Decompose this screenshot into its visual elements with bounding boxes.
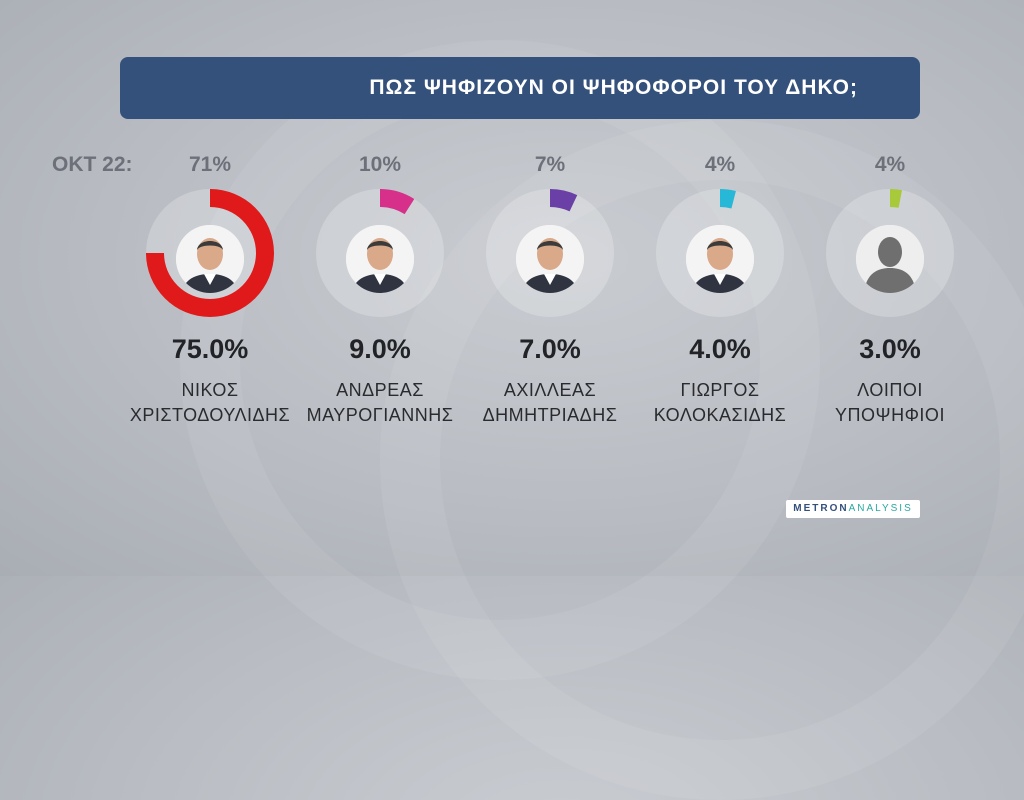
previous-percentage: 7% [534,153,566,176]
candidate-name: ΓΙΩΡΓΟΣ ΚΟΛΟΚΑΣΙΔΗΣ [630,378,810,428]
donut-segment [720,189,736,209]
page-title: ΠΩΣ ΨΗΦΙΖΟΥΝ ΟΙ ΨΗΦΟΦΟΡΟΙ ΤΟΥ ΔΗΚΟ; [369,76,858,99]
candidate-name-line1: ΑΝΔΡΕΑΣ [336,380,424,400]
result-percentage: 75.0% [171,334,249,364]
candidate-name: ΑΧΙΛΛΕΑΣ ΔΗΜΗΤΡΙΑΔΗΣ [460,378,640,428]
candidate-name-line1: ΛΟΙΠΟΙ [857,380,923,400]
candidate-name-line2: ΚΟΛΟΚΑΣΙΔΗΣ [653,405,787,425]
result-percentage: 3.0% [859,334,921,364]
person-photo [516,225,584,293]
person-photo [346,225,414,293]
candidate-name-line2: ΜΑΥΡΟΓΙΑΝΝΗΣ [306,405,454,425]
candidate-name-line1: ΝΙΚΟΣ [181,380,239,400]
candidate-name-line1: ΓΙΩΡΓΟΣ [680,380,760,400]
person-photo [176,225,244,293]
previous-percentage: 4% [874,153,906,176]
previous-percentage: 10% [358,153,402,176]
donut-segment [550,189,578,212]
title-bar: ΠΩΣ ΨΗΦΙΖΟΥΝ ΟΙ ΨΗΦΟΦΟΡΟΙ ΤΟΥ ΔΗΚΟ; [120,57,920,119]
candidate-name: ΝΙΚΟΣ ΧΡΙΣΤΟΔΟΥΛΙΔΗΣ [120,378,300,428]
candidate-name-line2: ΧΡΙΣΤΟΔΟΥΛΙΔΗΣ [129,405,291,425]
result-percentage: 9.0% [349,334,411,364]
candidate-name-line2: ΥΠΟΨΗΦΙΟΙ [835,405,945,425]
previous-poll-label: ΟΚΤ 22: [52,153,133,176]
logo-text-analysis: ANALYSIS [848,503,913,514]
donut-segment [890,189,902,208]
logo-text-metron: METRON [793,503,849,514]
metron-analysis-logo: METRONANALYSIS [786,500,920,518]
previous-percentage: 71% [188,153,232,176]
result-percentage: 4.0% [689,334,751,364]
previous-percentage: 4% [704,153,736,176]
candidate-name: ΑΝΔΡΕΑΣ ΜΑΥΡΟΓΙΑΝΝΗΣ [290,378,470,428]
candidate-name-line2: ΔΗΜΗΤΡΙΑΔΗΣ [482,405,618,425]
donut-segment [380,189,415,215]
candidate-name: ΛΟΙΠΟΙ ΥΠΟΨΗΦΙΟΙ [800,378,980,428]
person-photo [686,225,754,293]
candidate-name-line1: ΑΧΙΛΛΕΑΣ [503,380,597,400]
silhouette-icon [856,225,924,293]
result-percentage: 7.0% [519,334,581,364]
